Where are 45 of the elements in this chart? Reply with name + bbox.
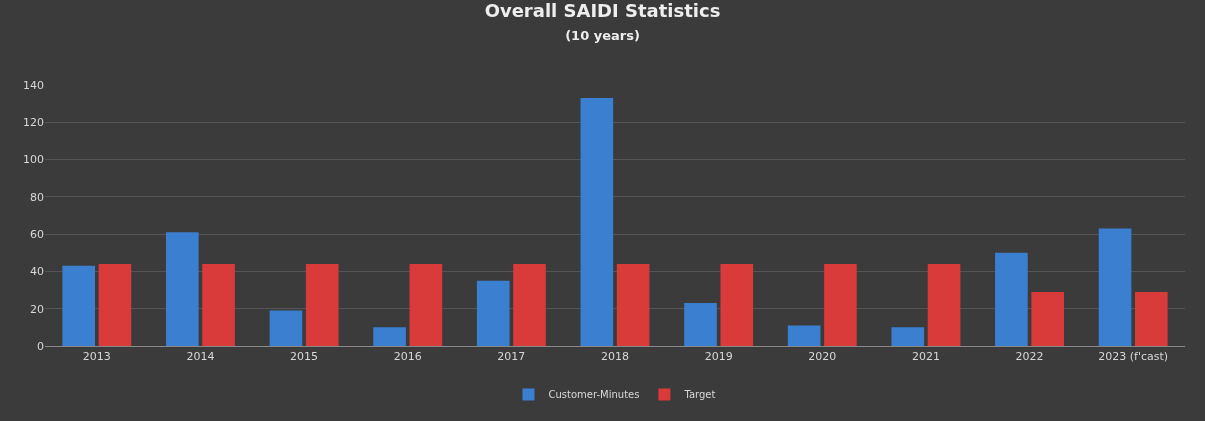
chart-subtitle: (10 years) [565,28,640,44]
bar [1031,291,1064,346]
y-tick-label: 0 [37,339,44,353]
bar [1135,291,1168,346]
x-tick-label: 2017 [497,350,526,364]
bar [513,263,546,346]
bar [580,98,614,346]
y-tick-label: 120 [23,116,44,130]
bar [891,327,925,346]
x-tick-label: 2013 [82,350,111,364]
y-tick-label: 80 [30,190,44,204]
bar [166,232,199,346]
x-tick-label: 2018 [601,350,629,364]
bar [1098,228,1132,346]
bar [720,263,754,346]
y-tick-label: 20 [30,302,44,316]
bar [373,327,406,346]
bar [476,280,510,346]
y-tick-label: 60 [30,227,44,241]
bar [995,252,1028,346]
y-tick-label: 140 [23,78,44,92]
bar [305,263,339,346]
bar [787,325,821,346]
chart-title: Overall SAIDI Statistics [484,0,721,21]
x-tick-label: 2015 [290,350,319,364]
x-tick-label: 2021 [911,350,940,364]
bar [62,265,95,346]
bar [616,263,650,346]
legend-label: Customer-Minutes [548,389,640,401]
bar [202,263,235,346]
bar [684,303,717,346]
bar [824,263,857,346]
bar [927,263,961,346]
x-tick-label: 2022 [1015,350,1044,364]
x-tick-label: 2023 (f'cast) [1098,350,1169,364]
x-tick-label: 2014 [186,350,215,364]
x-tick-label: 2020 [808,350,837,364]
bar [98,263,132,346]
x-tick-label: 2016 [393,350,422,364]
bar [269,310,303,346]
y-tick-label: 100 [23,153,44,167]
x-tick-label: 2019 [704,350,733,364]
y-tick-label: 40 [30,265,44,279]
bar [409,263,443,346]
legend-label: Target [683,389,716,401]
